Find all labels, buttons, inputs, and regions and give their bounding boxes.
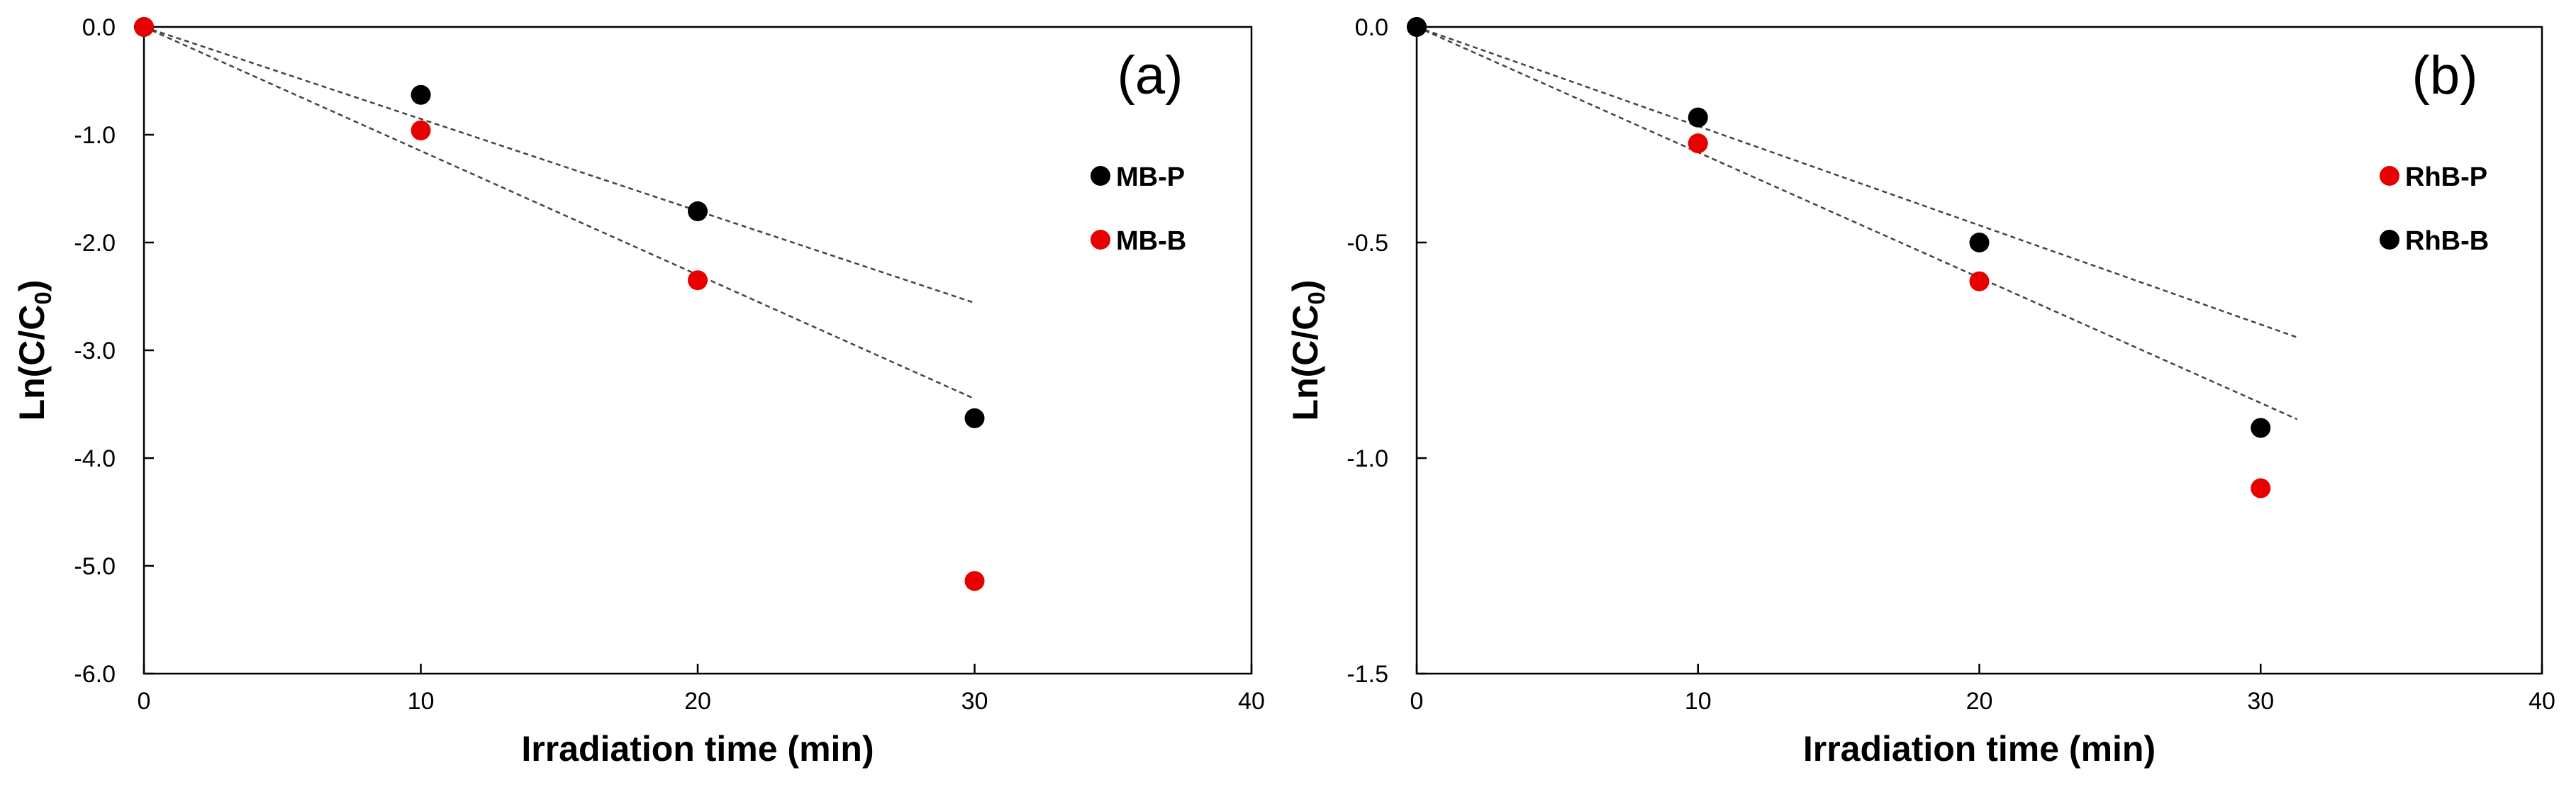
y-axis-label: Ln(C/C0) [12, 280, 56, 421]
legend-marker-rhb-b [2380, 230, 2399, 250]
y-tick-label: -1.0 [74, 122, 116, 149]
x-tick-label: 0 [138, 688, 151, 715]
x-tick-label: 20 [1966, 688, 1993, 715]
data-point-mb-b [688, 270, 708, 291]
y-tick-label: -5.0 [74, 553, 116, 580]
data-point-rhb-b [1688, 107, 1708, 128]
data-point-mb-b [964, 571, 985, 591]
x-axis-label: Irradiation time (min) [1803, 729, 2156, 769]
legend-label-rhb-b: RhB-B [2405, 226, 2489, 256]
y-tick-label: -2.0 [74, 230, 116, 257]
trendline-mb-p-fit [143, 26, 975, 304]
y-tick-label: 0.0 [82, 14, 116, 41]
data-point-mb-b [134, 17, 154, 37]
y-axis-label-subscript: 0 [1303, 291, 1329, 304]
panel-label: (a) [1117, 45, 1183, 106]
x-tick-label: 30 [2247, 688, 2274, 715]
y-axis-label: Ln(C/C0) [1286, 280, 1329, 421]
trendline-rhb-p-fit [1416, 26, 2298, 421]
data-point-mb-b [411, 120, 431, 140]
trendline-rhb-b-fit [1416, 26, 2298, 338]
x-tick-label: 0 [1410, 688, 1424, 715]
y-axis-label-close: ) [12, 280, 52, 292]
y-tick-label: -0.5 [1346, 230, 1388, 257]
x-tick-label: 10 [408, 688, 435, 715]
y-axis-label-close: ) [1286, 280, 1325, 292]
data-point-rhb-b [2251, 418, 2271, 438]
chart-panel-a: 0 10 20 30 40 0.0 -1.0 -2.0 -3.0 -4.0 -5.0 -6.0 Irra… [12, 14, 1265, 769]
legend-marker-mb-p [1091, 166, 1110, 186]
y-axis-label-main: Ln(C/C [1286, 305, 1325, 421]
legend-label-mb-b: MB-B [1116, 226, 1186, 256]
panel-label: (b) [2412, 45, 2478, 106]
data-point-mb-p [964, 408, 985, 428]
y-tick-label: -6.0 [74, 661, 116, 688]
y-tick-label: 0.0 [1355, 14, 1388, 41]
data-point-rhb-p [2251, 478, 2271, 499]
plot-frame [143, 26, 1253, 675]
data-point-rhb-b [1407, 17, 1427, 37]
y-tick-label: -1.0 [1346, 445, 1388, 472]
y-tick-label: -1.5 [1346, 661, 1388, 688]
legend-marker-mb-b [1091, 230, 1110, 250]
x-tick-label: 40 [1238, 688, 1265, 715]
data-point-rhb-p [1969, 271, 1990, 291]
data-point-mb-p [688, 201, 708, 221]
data-point-rhb-b [1969, 233, 1990, 252]
trendline-mb-b-fit [143, 26, 976, 400]
x-tick-label: 40 [2528, 688, 2555, 715]
plot-frame [1415, 26, 2543, 675]
data-point-rhb-p [1688, 133, 1708, 154]
x-tick-label: 30 [961, 688, 988, 715]
y-axis-label-main: Ln(C/C [12, 305, 52, 421]
data-point-mb-p [411, 84, 431, 105]
y-tick-label: -4.0 [74, 445, 116, 472]
x-tick-label: 10 [1685, 688, 1712, 715]
y-axis-label-subscript: 0 [30, 291, 56, 304]
x-tick-label: 20 [684, 688, 711, 715]
legend-label-mb-p: MB-P [1116, 162, 1185, 192]
legend-marker-rhb-p [2380, 166, 2399, 186]
y-tick-label: -3.0 [74, 338, 116, 364]
legend-label-rhb-p: RhB-P [2405, 162, 2487, 192]
x-axis-label: Irradiation time (min) [521, 729, 874, 769]
chart-panel-b: 0 10 20 30 40 0.0 -0.5 -1.0 -1.5 Irradiation time… [1286, 14, 2555, 769]
